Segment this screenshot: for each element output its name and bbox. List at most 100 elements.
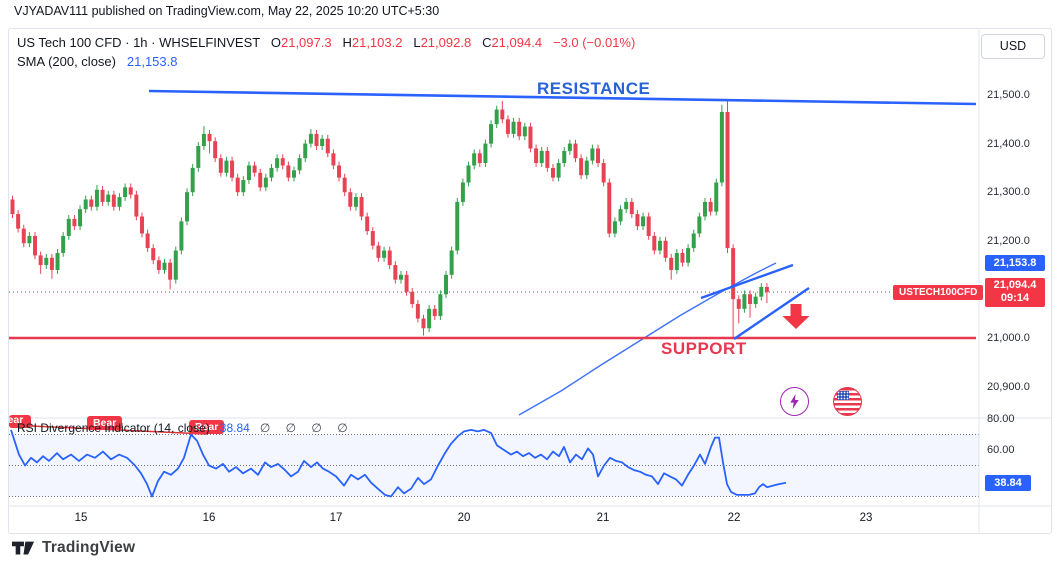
- lightning-icon: [780, 387, 809, 416]
- price-axis-label: 21,400.0: [987, 137, 1030, 150]
- candle: [725, 112, 730, 249]
- candle: [573, 143, 578, 159]
- candle: [292, 170, 296, 178]
- candle: [376, 245, 381, 258]
- candle: [201, 133, 206, 147]
- candle: [241, 180, 246, 193]
- tradingview-brand-text: TradingView: [42, 539, 136, 556]
- time-axis-label: 16: [202, 512, 216, 524]
- currency-button[interactable]: USD: [981, 34, 1045, 59]
- candle: [669, 257, 674, 270]
- open-label: O: [270, 35, 281, 50]
- support-label: SUPPORT: [661, 339, 747, 358]
- rsi-axis-label: 80.00: [987, 413, 1015, 425]
- candle: [635, 214, 640, 227]
- candle: [489, 124, 494, 144]
- candle: [680, 252, 685, 263]
- time-axis-label: 15: [74, 512, 88, 524]
- candle: [117, 197, 122, 207]
- bear-signal-badge: Bear: [189, 420, 225, 434]
- candle: [601, 163, 606, 183]
- bear-signal-badge-partial: Bear: [9, 415, 31, 428]
- price-axis-label: 21,000.0: [987, 332, 1030, 344]
- candle: [128, 187, 133, 195]
- candle: [10, 199, 15, 215]
- candle: [78, 209, 83, 227]
- candle: [213, 141, 218, 159]
- candle: [353, 197, 358, 207]
- close-value: 21,094.4: [491, 35, 543, 50]
- candle: [618, 209, 623, 222]
- candle: [308, 133, 313, 144]
- candle: [365, 216, 370, 232]
- candle: [567, 143, 572, 151]
- candle: [275, 158, 280, 168]
- candle: [477, 153, 482, 164]
- resistance-trendline: [148, 89, 977, 106]
- published-info: VJYADAV111 published on TradingView.com,…: [14, 4, 440, 18]
- rsi-line: [10, 428, 787, 498]
- candle: [38, 255, 43, 266]
- candle: [297, 158, 302, 171]
- candle: [33, 235, 38, 256]
- candle: [764, 286, 769, 293]
- candle: [714, 182, 719, 212]
- candle: [545, 150, 550, 168]
- candles-series: [10, 100, 769, 338]
- candle: [759, 286, 764, 297]
- candle: [691, 233, 696, 249]
- candle: [404, 274, 409, 292]
- rsi-value-badge: 38.84: [985, 475, 1031, 491]
- candle: [736, 299, 741, 309]
- candle: [534, 148, 539, 164]
- candle: [21, 228, 26, 244]
- candle: [100, 189, 105, 202]
- candle: [139, 216, 144, 234]
- candle: [235, 177, 240, 193]
- candle: [342, 177, 347, 193]
- candle: [246, 165, 251, 181]
- candle: [387, 250, 392, 266]
- candle: [719, 112, 724, 183]
- candle: [269, 167, 274, 178]
- candle: [320, 138, 325, 147]
- high-label: H: [342, 35, 352, 50]
- candle: [348, 192, 353, 207]
- time-axis-label: 17: [329, 512, 343, 524]
- candle: [218, 158, 223, 173]
- candle: [173, 250, 178, 280]
- candle: [657, 240, 662, 251]
- candle: [286, 165, 291, 178]
- candle: [168, 262, 173, 280]
- candle: [61, 235, 66, 253]
- candle: [83, 199, 88, 210]
- open-value: 21,097.3: [280, 35, 332, 50]
- price-axis-label: 21,500.0: [987, 89, 1030, 101]
- candle: [151, 248, 156, 261]
- candle: [415, 303, 420, 319]
- time-axis-label: 20: [457, 512, 471, 524]
- tradingview-attribution[interactable]: TradingView: [12, 539, 135, 557]
- candle: [94, 189, 99, 207]
- candle: [505, 119, 510, 134]
- candle: [49, 257, 54, 270]
- us-flag-icon: [833, 387, 862, 416]
- candle: [641, 216, 646, 227]
- candle: [55, 252, 60, 270]
- candle: [359, 197, 364, 217]
- candle: [337, 165, 342, 178]
- candle: [624, 201, 629, 210]
- candle: [89, 199, 94, 207]
- candle: [331, 153, 336, 166]
- rsi-band: [9, 434, 979, 497]
- candle: [16, 214, 21, 229]
- candle: [393, 265, 398, 280]
- candle: [629, 201, 634, 215]
- symbol-title: US Tech 100 CFD · 1h · WHSELFINVEST: [17, 35, 260, 50]
- wedge-upper-line: [700, 263, 794, 300]
- candle: [550, 167, 555, 178]
- candle: [590, 148, 595, 161]
- price-axis-label: 20,900.0: [987, 380, 1030, 393]
- candle: [421, 318, 426, 329]
- chart-canvas: [9, 29, 1051, 532]
